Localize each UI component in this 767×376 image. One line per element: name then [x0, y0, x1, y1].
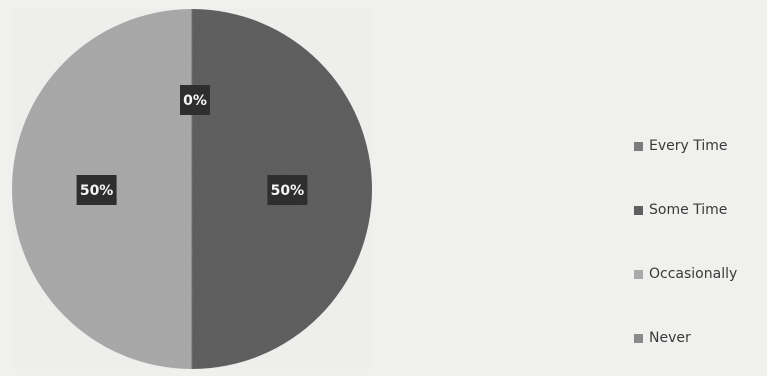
data-label-some-time-box — [267, 175, 308, 205]
data-label-never-box — [180, 85, 210, 115]
pie-slices — [12, 9, 372, 369]
data-label-never-text: 0% — [183, 93, 207, 109]
data-label-occasionally-box — [76, 175, 117, 205]
legend-swatch-some-time — [634, 205, 643, 215]
legend-item-never: Never — [634, 306, 767, 370]
data-label-some-time: 50% — [267, 175, 308, 205]
legend-item-every-time: Every Time — [634, 114, 767, 178]
legend-swatch-every-time — [634, 141, 643, 151]
legend-label-never: Never — [649, 330, 691, 346]
data-label-some-time-text: 50% — [271, 183, 305, 199]
legend-swatch-never — [634, 333, 643, 343]
legend-label-some-time: Some Time — [649, 202, 728, 218]
data-label-occasionally: 50% — [76, 175, 117, 205]
data-label-occasionally-text: 50% — [80, 183, 114, 199]
legend-item-occasionally: Occasionally — [634, 242, 767, 306]
legend-item-some-time: Some Time — [634, 178, 767, 242]
legend-label-every-time: Every Time — [649, 138, 728, 154]
data-label-never: 0% — [180, 85, 210, 115]
legend-swatch-occasionally — [634, 269, 643, 279]
legend-label-occasionally: Occasionally — [649, 266, 738, 282]
legend: Every Time Some Time Occasionally Never — [634, 114, 767, 370]
pie-data-labels: 50% 50% 0% — [76, 85, 308, 205]
